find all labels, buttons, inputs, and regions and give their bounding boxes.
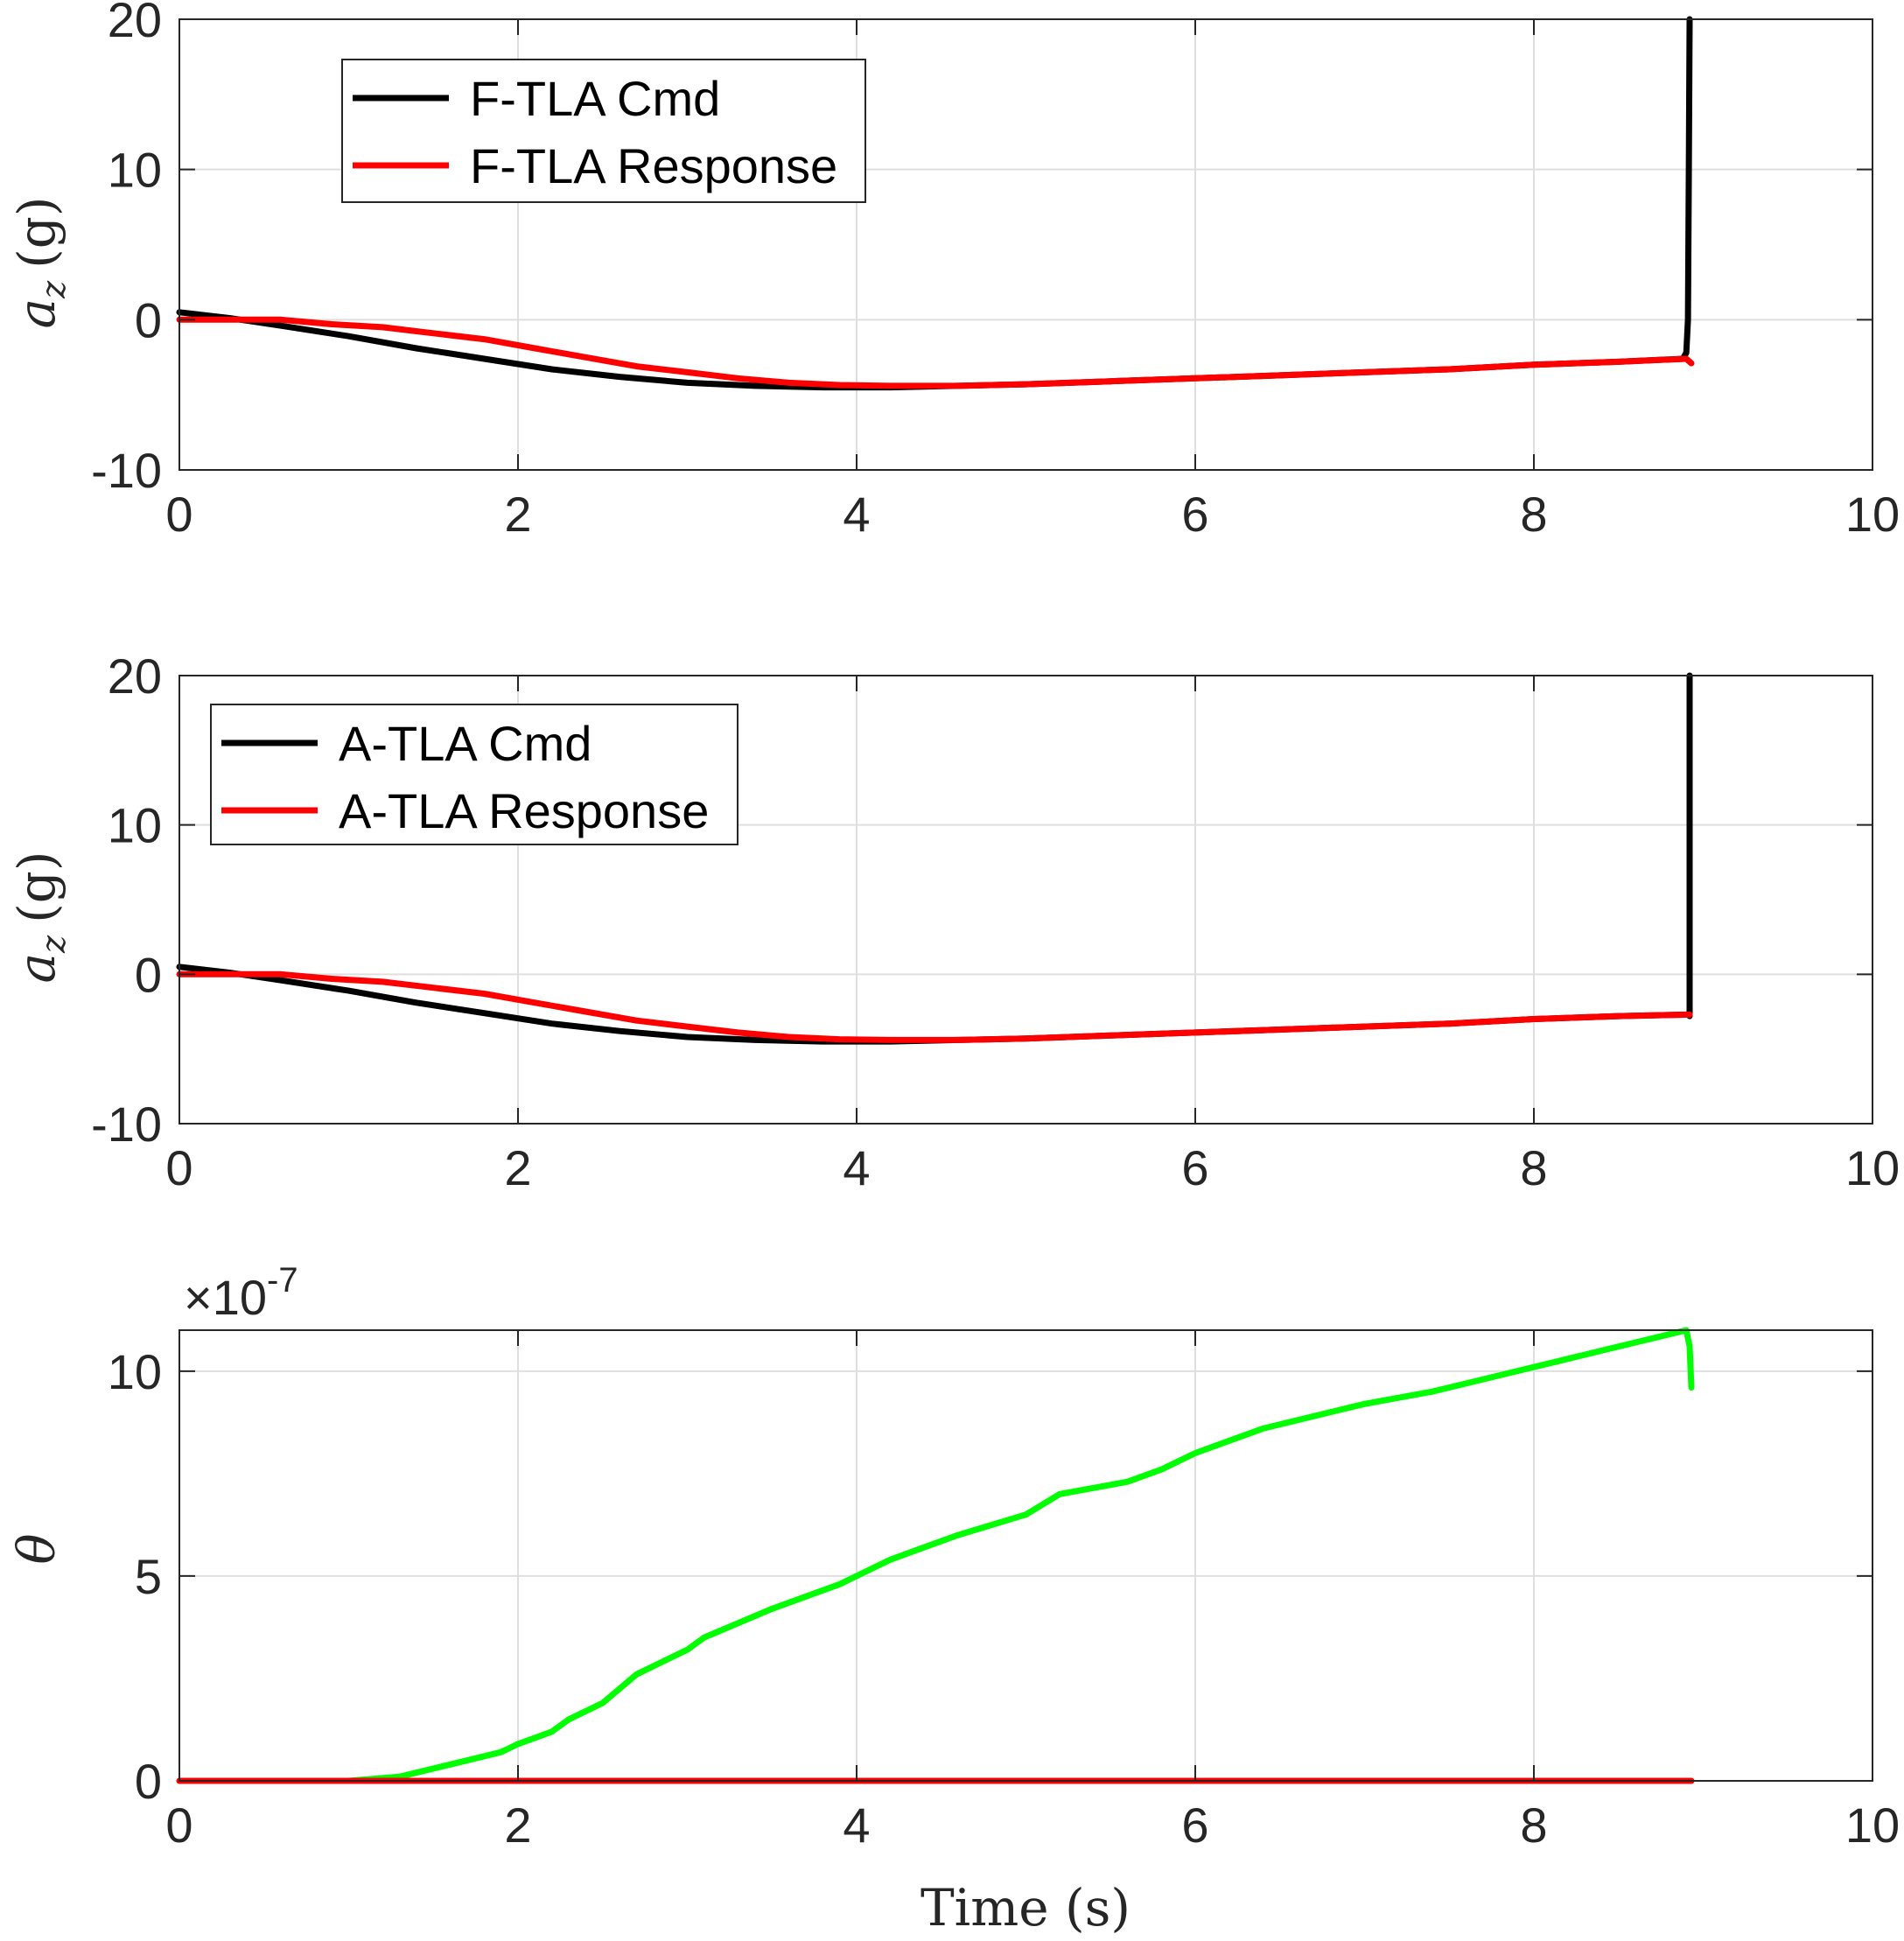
- x-tick-label: 10: [1845, 487, 1900, 542]
- y-tick-label: 20: [108, 648, 162, 704]
- plot-area: [179, 1330, 1872, 1781]
- axes-box: [178, 1329, 1873, 1782]
- x-tick-label: 8: [1520, 1797, 1547, 1853]
- series-line-2: [176, 970, 1693, 1043]
- x-tick-label: 6: [1181, 1797, 1208, 1853]
- legend: A-TLA Cmd A-TLA Response: [210, 704, 738, 845]
- xlabel-subplot-3: Time (s): [920, 1878, 1130, 1937]
- x-tick-label: 6: [1181, 487, 1208, 542]
- legend-box: [210, 704, 738, 845]
- y-multiplier: ×10-7: [184, 1261, 298, 1325]
- y-tick-label: -10: [91, 1097, 162, 1152]
- subplot-3: 0 2 4 6 8 10 0 5 10: [108, 1327, 1900, 1853]
- y-tick-label: 10: [108, 143, 162, 198]
- x-tick-label: 0: [165, 487, 192, 542]
- x-tick-label: 2: [504, 1140, 531, 1195]
- legend-label: A-TLA Response: [339, 783, 709, 838]
- y-tick-label: 20: [108, 0, 162, 47]
- x-tick-label: 8: [1520, 1140, 1547, 1195]
- x-tick-label: 2: [504, 487, 531, 542]
- series-line-1: [176, 1327, 1695, 1784]
- x-tick-label: 2: [504, 1797, 531, 1853]
- y-tick-label: 5: [135, 1549, 162, 1604]
- y-tick-label: -10: [91, 443, 162, 498]
- y-tick-label: 0: [135, 292, 162, 347]
- y-tick-label: 10: [108, 798, 162, 853]
- legend: F-TLA Cmd F-TLA Response: [341, 59, 866, 203]
- axes-box: [178, 675, 1873, 1125]
- x-tick-label: 4: [843, 1140, 870, 1195]
- legend-label: F-TLA Cmd: [470, 71, 720, 126]
- legend-label: A-TLA Cmd: [339, 716, 592, 771]
- ylabel-subplot-1: az(g): [7, 196, 73, 328]
- y-tick-label: 0: [135, 947, 162, 1002]
- ylabel-subplot-3: θ: [7, 1534, 66, 1565]
- x-tick-label: 10: [1845, 1797, 1900, 1853]
- x-tick-label: 8: [1520, 487, 1547, 542]
- x-tick-label: 0: [165, 1797, 192, 1853]
- x-tick-label: 10: [1845, 1140, 1900, 1195]
- ylabel-subplot-2: az(g): [7, 851, 73, 983]
- axes-box: [178, 18, 1873, 471]
- legend-label: F-TLA Response: [470, 138, 837, 193]
- legend-box: [341, 59, 866, 203]
- x-tick-label: 4: [843, 487, 870, 542]
- series-line-2: [176, 316, 1695, 389]
- y-tick-label: 10: [108, 1344, 162, 1399]
- y-tick-label: 0: [135, 1754, 162, 1809]
- x-tick-label: 6: [1181, 1140, 1208, 1195]
- x-tick-label: 0: [165, 1140, 192, 1195]
- x-tick-label: 4: [843, 1797, 870, 1853]
